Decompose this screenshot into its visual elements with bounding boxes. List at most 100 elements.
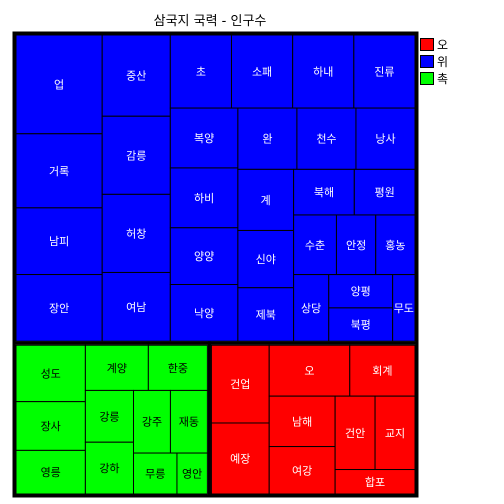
legend-label-오: 오 bbox=[437, 38, 449, 52]
tile-label-복양: 복양 bbox=[194, 132, 214, 145]
tile-label-하내: 하내 bbox=[313, 65, 333, 79]
tile-label-장안: 장안 bbox=[49, 302, 69, 315]
tile-label-무릉: 무릉 bbox=[145, 468, 165, 481]
chart-title: 삼국지 국력 - 인구수 bbox=[153, 14, 267, 29]
tile-label-회계: 회계 bbox=[372, 365, 392, 378]
tile-label-양양: 양양 bbox=[194, 250, 214, 263]
tile-label-오: 오 bbox=[304, 365, 314, 378]
tile-양평 bbox=[328, 274, 394, 309]
tile-label-한중: 한중 bbox=[168, 362, 188, 375]
tile-강하 bbox=[84, 441, 134, 495]
tile-남해 bbox=[268, 395, 336, 448]
tile-label-남해: 남해 bbox=[292, 414, 312, 428]
tile-label-낙양: 낙양 bbox=[194, 307, 214, 320]
tile-감릉 bbox=[101, 115, 171, 195]
tile-label-교지: 교지 bbox=[385, 427, 405, 440]
tile-label-상당: 상당 bbox=[301, 302, 321, 315]
legend-swatch-위 bbox=[420, 55, 434, 68]
tile-label-영안: 영안 bbox=[182, 468, 202, 481]
tile-label-거록: 거록 bbox=[49, 165, 69, 178]
tile-초 bbox=[169, 34, 232, 109]
tile-하내 bbox=[292, 34, 355, 109]
group-border-오 bbox=[207, 341, 419, 498]
tile-label-여남: 여남 bbox=[126, 301, 146, 314]
tile-label-영릉: 영릉 bbox=[41, 466, 61, 479]
tile-강주 bbox=[132, 389, 171, 454]
tile-label-무도: 무도 bbox=[394, 302, 414, 315]
tile-무릉 bbox=[132, 452, 178, 495]
tile-label-재동: 재동 bbox=[179, 416, 199, 429]
tile-교지 bbox=[374, 395, 416, 471]
tile-label-제북: 제북 bbox=[256, 308, 276, 321]
legend-swatch-오 bbox=[420, 38, 434, 51]
tile-label-합포: 합포 bbox=[365, 476, 385, 489]
tile-허창 bbox=[101, 193, 171, 273]
tile-label-허창: 허창 bbox=[126, 227, 146, 240]
tile-예장 bbox=[210, 422, 270, 495]
tile-한중 bbox=[147, 344, 208, 391]
tile-label-신야: 신야 bbox=[256, 253, 276, 266]
legend: 오 위 촉 bbox=[420, 36, 448, 87]
tile-홍농 bbox=[375, 214, 416, 276]
tile-label-성도: 성도 bbox=[41, 367, 61, 380]
legend-swatch-촉 bbox=[420, 72, 434, 85]
tile-label-예장: 예장 bbox=[230, 452, 250, 465]
tile-합포 bbox=[334, 469, 416, 495]
tile-여남 bbox=[101, 271, 171, 342]
tile-영안 bbox=[176, 452, 208, 495]
tile-진류 bbox=[353, 34, 416, 109]
tile-중산 bbox=[101, 34, 171, 117]
tile-label-안정: 안정 bbox=[346, 239, 366, 252]
tile-label-업: 업 bbox=[54, 78, 64, 91]
tile-평원 bbox=[353, 168, 416, 216]
tile-label-남피: 남피 bbox=[49, 235, 69, 248]
tile-label-중산: 중산 bbox=[126, 70, 146, 83]
tile-label-계양: 계양 bbox=[107, 362, 127, 375]
tile-label-소패: 소패 bbox=[252, 66, 272, 79]
tile-강릉 bbox=[84, 389, 134, 443]
tile-label-양평: 양평 bbox=[351, 285, 371, 298]
tile-label-초: 초 bbox=[196, 66, 206, 79]
tile-label-감릉: 감릉 bbox=[126, 149, 146, 162]
tile-label-강릉: 강릉 bbox=[99, 410, 119, 423]
tile-수춘 bbox=[293, 214, 337, 276]
legend-item-오: 오 bbox=[420, 36, 448, 53]
tile-양양 bbox=[169, 227, 239, 286]
tile-영릉 bbox=[15, 449, 86, 495]
legend-item-위: 위 bbox=[420, 53, 448, 70]
tile-label-강하: 강하 bbox=[99, 461, 119, 475]
legend-label-위: 위 bbox=[437, 55, 449, 69]
tile-label-강주: 강주 bbox=[142, 416, 162, 429]
legend-label-촉: 촉 bbox=[437, 72, 449, 86]
tile-복양 bbox=[169, 107, 239, 169]
tile-label-건업: 건업 bbox=[230, 378, 250, 391]
tile-label-계: 계 bbox=[261, 194, 271, 207]
tile-하비 bbox=[169, 167, 239, 229]
tile-label-낭사: 낭사 bbox=[375, 133, 395, 146]
tile-성도 bbox=[15, 344, 86, 403]
tile-제북 bbox=[237, 287, 295, 342]
tile-label-북평: 북평 bbox=[351, 319, 371, 332]
legend-item-촉: 촉 bbox=[420, 70, 448, 87]
tile-label-하비: 하비 bbox=[194, 191, 214, 205]
tile-재동 bbox=[169, 389, 208, 454]
tile-label-여강: 여강 bbox=[292, 464, 312, 477]
tile-무도 bbox=[392, 274, 416, 342]
tile-label-진류: 진류 bbox=[374, 66, 394, 79]
tile-여강 bbox=[268, 446, 336, 495]
tile-label-건안: 건안 bbox=[345, 427, 365, 440]
tile-상당 bbox=[293, 274, 330, 342]
tile-label-천수: 천수 bbox=[316, 132, 336, 146]
tile-label-장사: 장사 bbox=[41, 420, 61, 433]
tile-label-수춘: 수춘 bbox=[305, 239, 325, 252]
tile-label-북해: 북해 bbox=[314, 185, 334, 199]
tile-label-홍농: 홍농 bbox=[385, 238, 405, 252]
tile-낭사 bbox=[355, 107, 416, 170]
tile-건업 bbox=[210, 344, 270, 424]
tile-오 bbox=[268, 344, 351, 397]
tile-장사 bbox=[15, 401, 86, 451]
tile-건안 bbox=[334, 395, 376, 471]
tile-label-완: 완 bbox=[262, 133, 272, 146]
tile-label-평원: 평원 bbox=[375, 186, 395, 199]
